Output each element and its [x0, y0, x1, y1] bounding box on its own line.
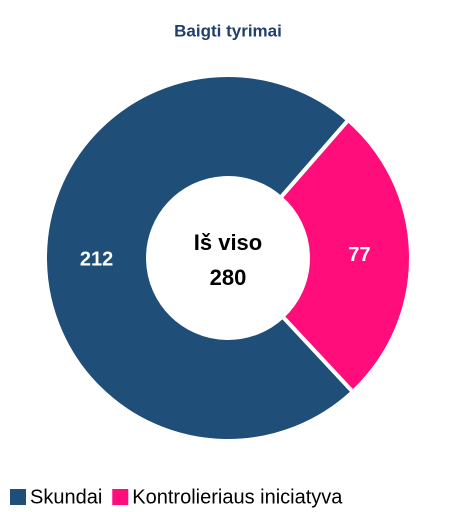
data-label: 212 [80, 248, 113, 270]
legend-swatch [10, 489, 26, 505]
center-label: Iš viso [194, 230, 262, 255]
legend-swatch [112, 489, 129, 505]
legend-label: Skundai [30, 486, 102, 508]
data-label: 77 [348, 244, 370, 266]
donut-slice [43, 73, 356, 443]
center-value: 280 [210, 265, 247, 290]
donut-slice [277, 117, 413, 395]
chart-title: Baigti tyrimai [174, 21, 282, 40]
legend-label: Kontrolieriaus iniciatyva [132, 486, 343, 508]
